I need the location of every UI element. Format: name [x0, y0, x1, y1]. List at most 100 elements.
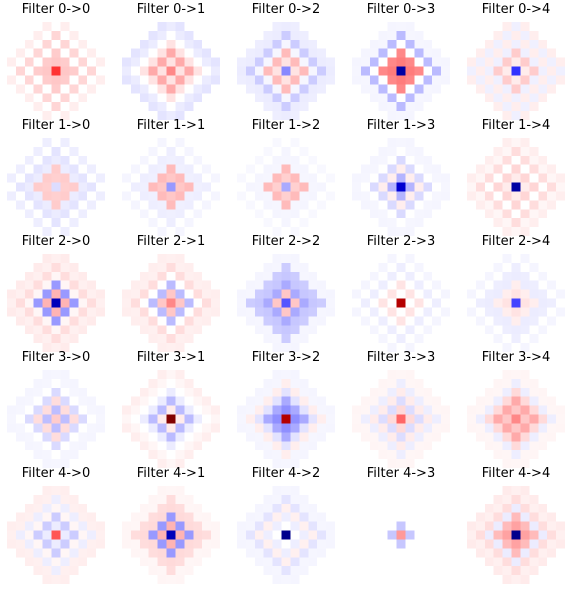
heatmap-cell: [308, 66, 318, 76]
heatmap-cell: [484, 423, 494, 433]
heatmap-cell: [60, 548, 70, 558]
heatmap-cell: [272, 503, 282, 513]
heatmap-cell: [245, 512, 256, 522]
heatmap-cell: [87, 48, 97, 58]
filter-heatmap: [467, 254, 565, 352]
heatmap-cell: [467, 370, 477, 380]
filter-heatmap: [467, 370, 565, 468]
heatmap-cell: [122, 200, 132, 210]
heatmap-cell: [423, 459, 433, 468]
heatmap-cell: [414, 566, 424, 576]
heatmap-cell: [122, 48, 132, 58]
heatmap-cell: [529, 486, 539, 496]
heatmap-cell: [60, 307, 70, 317]
heatmap-cell: [254, 289, 264, 299]
heatmap-cell: [87, 209, 97, 219]
heatmap-cell: [281, 146, 291, 157]
heatmap-cell: [475, 30, 486, 41]
heatmap-cell: [378, 93, 388, 103]
heatmap-cell: [7, 146, 17, 157]
heatmap-cell: [369, 486, 379, 496]
heatmap-cell: [299, 307, 309, 317]
heatmap-cell: [281, 48, 291, 58]
heatmap-cell: [290, 84, 300, 94]
heatmap-cell: [7, 557, 17, 567]
heatmap-cell: [441, 307, 450, 317]
heatmap-cell: [272, 22, 282, 32]
heatmap-cell: [369, 200, 379, 210]
heatmap-cell: [484, 155, 494, 165]
heatmap-cell: [475, 200, 486, 210]
heatmap-cell: [396, 334, 406, 344]
heatmap-cell: [184, 209, 194, 219]
heatmap-cell: [502, 218, 512, 228]
heatmap-cell: [254, 405, 264, 415]
filter-panel: Filter 0->2: [237, 2, 335, 120]
panel-title: Filter 1->4: [481, 118, 551, 133]
heatmap-cell: [237, 575, 247, 584]
heatmap-cell: [15, 396, 26, 406]
heatmap-cell: [360, 441, 371, 451]
heatmap-cell: [211, 503, 220, 513]
heatmap-cell: [184, 530, 194, 540]
heatmap-cell: [78, 307, 88, 317]
heatmap-cell: [441, 432, 450, 442]
heatmap-cell: [387, 557, 397, 567]
heatmap-cell: [308, 486, 318, 496]
heatmap-cell: [317, 102, 327, 112]
heatmap-cell: [42, 48, 52, 58]
heatmap-cell: [263, 173, 273, 183]
heatmap-cell: [317, 548, 327, 558]
heatmap-cell: [423, 575, 433, 584]
heatmap-cell: [484, 111, 494, 120]
panel-title: Filter 2->3: [366, 234, 436, 249]
heatmap-cell: [78, 66, 88, 76]
heatmap-cell: [441, 254, 450, 264]
heatmap-cell: [556, 530, 565, 540]
heatmap-cell: [237, 271, 247, 281]
heatmap-cell: [87, 459, 97, 468]
heatmap-cell: [556, 494, 565, 505]
heatmap-cell: [360, 512, 371, 522]
filter-heatmap: [237, 22, 335, 120]
heatmap-cell: [556, 405, 565, 415]
heatmap-cell: [184, 441, 194, 451]
heatmap-cell: [184, 325, 194, 335]
heatmap-cell: [556, 289, 565, 299]
heatmap-cell: [157, 512, 167, 522]
heatmap-cell: [211, 289, 220, 299]
heatmap-cell: [211, 370, 220, 380]
heatmap-cell: [432, 191, 442, 201]
heatmap-cell: [245, 530, 256, 540]
heatmap-cell: [405, 450, 415, 460]
heatmap-cell: [24, 102, 34, 112]
heatmap-cell: [423, 387, 433, 397]
heatmap-cell: [78, 530, 88, 540]
heatmap-cell: [405, 218, 415, 228]
heatmap-cell: [299, 39, 309, 49]
heatmap-cell: [387, 102, 397, 112]
heatmap-cell: [308, 423, 318, 433]
heatmap-cell: [15, 557, 26, 567]
heatmap-cell: [529, 343, 539, 352]
heatmap-cell: [502, 557, 512, 567]
heatmap-cell: [441, 102, 450, 112]
heatmap-cell: [441, 539, 450, 549]
heatmap-cell: [511, 325, 521, 335]
heatmap-cell: [467, 432, 477, 442]
heatmap-cell: [369, 218, 379, 228]
heatmap-cell: [493, 39, 503, 49]
heatmap-cell: [387, 182, 397, 192]
filter-panel: Filter 2->0: [7, 234, 105, 352]
heatmap-cell: [352, 280, 362, 290]
heatmap-cell: [529, 182, 539, 192]
heatmap-cell: [520, 441, 530, 451]
heatmap-cell: [317, 557, 327, 567]
heatmap-cell: [148, 146, 158, 157]
heatmap-cell: [547, 530, 557, 540]
heatmap-cell: [432, 548, 442, 558]
filter-heatmap: [122, 254, 220, 352]
heatmap-cell: [529, 209, 539, 219]
heatmap-cell: [378, 30, 388, 41]
heatmap-cell: [493, 155, 503, 165]
